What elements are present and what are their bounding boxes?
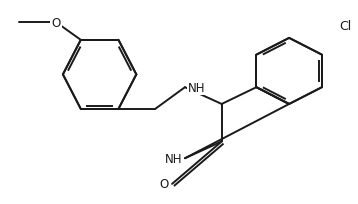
Text: O: O	[51, 17, 61, 29]
Text: O: O	[160, 177, 169, 191]
Text: Cl: Cl	[339, 19, 351, 32]
Text: NH: NH	[188, 81, 205, 94]
Text: NH: NH	[164, 152, 182, 165]
